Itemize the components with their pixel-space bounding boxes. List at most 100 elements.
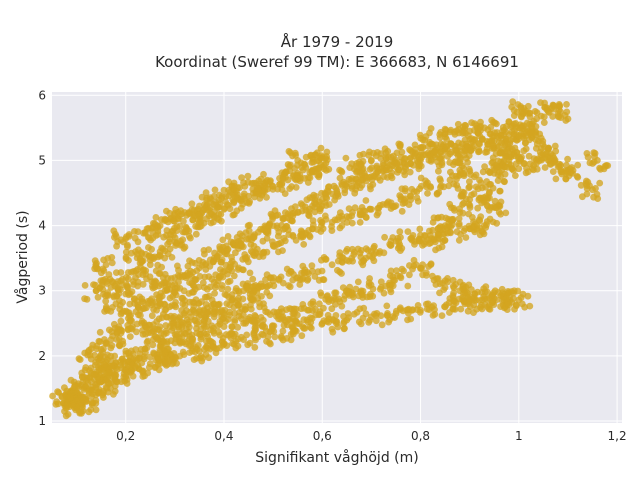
data-point	[149, 341, 157, 349]
data-point	[459, 209, 467, 217]
data-point	[271, 207, 279, 215]
data-point	[483, 295, 491, 303]
y-tick-label: 6	[38, 88, 46, 102]
data-point	[397, 234, 404, 241]
data-point	[590, 158, 598, 166]
data-point	[244, 258, 252, 266]
data-point	[360, 150, 367, 158]
data-point	[462, 287, 469, 295]
data-point	[487, 123, 495, 131]
data-point	[269, 322, 276, 330]
data-point	[336, 209, 344, 217]
data-point	[512, 172, 519, 180]
data-point	[356, 210, 364, 217]
data-point	[226, 205, 234, 213]
data-point	[349, 245, 356, 253]
data-point	[536, 148, 544, 156]
data-point	[101, 336, 108, 343]
data-point	[133, 254, 141, 262]
data-point	[518, 300, 526, 308]
data-point	[315, 164, 323, 172]
data-point	[141, 230, 149, 237]
data-point	[556, 160, 563, 168]
data-point	[298, 230, 306, 238]
data-point	[401, 199, 409, 207]
data-point	[450, 289, 457, 297]
data-point	[301, 161, 309, 169]
data-point	[563, 108, 571, 116]
data-point	[503, 306, 511, 313]
data-point	[461, 151, 468, 159]
data-point	[467, 147, 475, 155]
data-point	[489, 154, 497, 162]
data-point	[375, 249, 383, 257]
y-axis-label: Vågperiod (s)	[14, 210, 31, 303]
data-point	[161, 247, 169, 255]
data-point	[201, 317, 209, 324]
data-point	[88, 399, 96, 407]
data-point	[436, 175, 444, 183]
data-point	[450, 301, 457, 309]
data-point	[316, 207, 324, 215]
data-point	[249, 275, 257, 283]
data-point	[470, 136, 478, 144]
data-point	[538, 154, 546, 162]
data-point	[441, 237, 449, 244]
data-point	[212, 201, 220, 209]
data-point	[112, 233, 120, 240]
data-point	[204, 333, 212, 340]
data-point	[243, 317, 250, 325]
data-point	[515, 165, 523, 173]
data-point	[218, 217, 225, 225]
data-point	[562, 175, 570, 183]
data-point	[224, 285, 232, 293]
data-point	[416, 308, 424, 316]
data-point	[214, 277, 222, 285]
data-point	[234, 335, 242, 343]
data-point	[304, 275, 312, 283]
data-point	[137, 312, 144, 319]
data-point	[289, 315, 296, 322]
data-point	[438, 159, 446, 166]
data-point	[97, 366, 105, 374]
data-point	[297, 174, 304, 182]
data-point	[181, 243, 189, 251]
data-point	[393, 149, 401, 157]
data-point	[346, 164, 354, 172]
data-point	[514, 287, 522, 295]
data-point	[216, 344, 223, 352]
data-point	[293, 274, 300, 282]
data-point	[328, 261, 336, 269]
data-point	[195, 211, 202, 219]
data-point	[362, 214, 370, 221]
data-point	[289, 212, 297, 220]
data-point	[184, 320, 192, 328]
data-point	[383, 302, 391, 310]
data-point	[122, 253, 130, 261]
data-point	[357, 253, 365, 261]
data-point	[386, 272, 394, 279]
data-point	[435, 244, 443, 252]
data-point	[393, 267, 400, 274]
data-point	[328, 223, 335, 230]
data-point	[105, 271, 113, 278]
data-point	[232, 287, 240, 295]
data-point	[149, 234, 157, 242]
data-point	[180, 217, 187, 225]
data-point	[348, 175, 356, 182]
data-point	[185, 227, 193, 235]
data-point	[158, 351, 166, 358]
data-point	[138, 249, 145, 256]
data-point	[423, 305, 431, 313]
data-point	[126, 300, 134, 308]
data-point	[324, 188, 332, 196]
data-point	[433, 275, 441, 282]
data-point	[377, 278, 385, 286]
data-point	[126, 333, 134, 340]
data-point	[285, 231, 293, 239]
data-point	[133, 298, 141, 305]
data-point	[163, 329, 170, 337]
data-point	[277, 316, 285, 323]
data-point	[444, 153, 452, 160]
